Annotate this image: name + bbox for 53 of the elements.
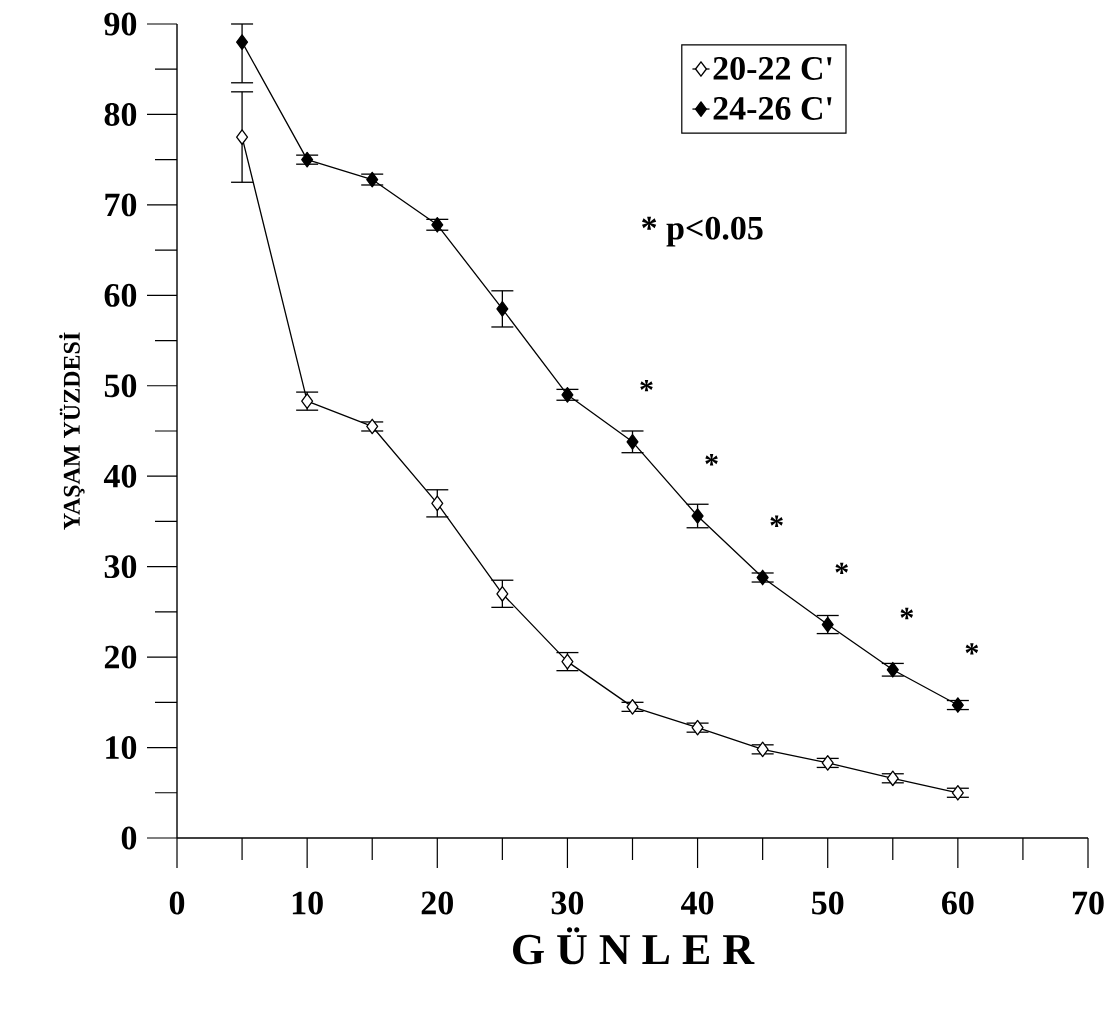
point	[496, 301, 509, 317]
point	[561, 386, 574, 403]
y-axis-title: YAŞAM YÜZDESİ	[59, 332, 85, 530]
x-tick-label: 60	[942, 891, 974, 915]
point	[886, 770, 899, 787]
annotation: *	[640, 379, 653, 392]
point	[236, 34, 249, 50]
point	[886, 661, 899, 678]
point	[821, 755, 834, 771]
x-tick-label: 50	[812, 891, 844, 915]
point	[236, 129, 249, 145]
y-tick-label: 0	[121, 826, 137, 850]
x-tick-label: 70	[1072, 891, 1104, 915]
point	[626, 698, 639, 715]
y-tick-label: 50	[104, 374, 137, 398]
x-tick-label: 40	[681, 891, 714, 915]
x-axis-title: G Ü N L E R	[513, 927, 755, 965]
x-tick-label: 20	[421, 891, 453, 915]
point	[756, 569, 769, 586]
point	[431, 495, 444, 512]
y-tick-label: 30	[104, 555, 137, 579]
x-tick-label: 30	[551, 891, 584, 915]
point	[951, 784, 964, 801]
y-tick-label: 10	[106, 736, 137, 760]
point	[496, 585, 509, 602]
point	[626, 433, 639, 450]
point	[301, 151, 314, 168]
point	[691, 719, 704, 736]
point	[431, 216, 444, 233]
annotation: * p<0.05	[642, 216, 763, 247]
point	[821, 616, 834, 633]
y-tick-label: 70	[105, 193, 137, 217]
point	[561, 653, 574, 670]
point	[301, 393, 314, 409]
point	[366, 418, 379, 435]
legend-label: 20-22 C'	[713, 56, 832, 80]
x-tick-label: 0	[169, 891, 185, 915]
y-tick-label: 60	[104, 283, 137, 307]
legend-label: 24-26 C'	[713, 97, 832, 120]
annotation: *	[900, 607, 914, 620]
point	[691, 508, 704, 524]
annotation: *	[770, 515, 783, 527]
y-tick-label: 80	[104, 102, 137, 126]
annotation: *	[965, 643, 979, 655]
y-tick-label: 40	[103, 464, 137, 488]
point	[366, 171, 379, 188]
point	[951, 697, 964, 713]
point	[756, 741, 769, 758]
x-tick-label: 10	[292, 891, 323, 915]
y-tick-label: 20	[104, 645, 137, 669]
y-tick-label: 90	[104, 12, 137, 36]
annotation: *	[835, 562, 848, 574]
annotation: *	[705, 454, 718, 466]
